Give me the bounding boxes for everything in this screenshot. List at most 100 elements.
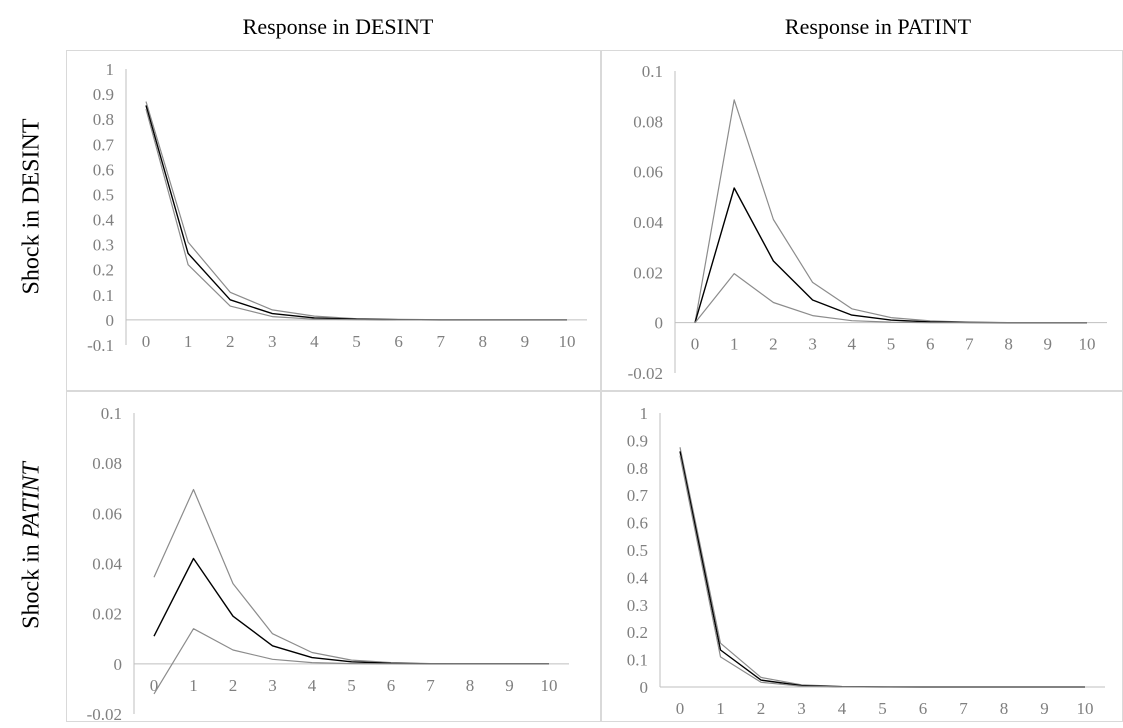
y-tick-label: 0.5 [93,185,114,204]
y-tick-label: 0.02 [633,263,663,282]
x-tick-label: 1 [184,332,193,351]
x-tick-label: 9 [1044,335,1053,354]
chart-patint-patint: 00.10.20.30.40.50.60.70.80.910 1 2 3 4 5 6 7 8 9 1… [627,404,1105,718]
series-line-lower [694,273,1087,324]
row-title-desint-prefix: Shock in [18,203,45,295]
y-tick-label: 0.9 [93,85,114,104]
x-tick-label: 9 [1040,699,1049,718]
x-tick-label: 3 [797,699,806,718]
x-tick-label: 10 [1077,699,1094,718]
y-tick-label: 0.08 [92,454,122,473]
series-line-lower [679,455,1085,688]
series-line-estimate [679,451,1085,688]
x-tick-label: 1 [189,676,198,695]
chart-patint-desint: -0.02 0 0.02 0.04 0.06 0.08 0.1 0 1 2 3 4 5 6 7 8 9 10 [87,404,569,724]
series-line-estimate [145,105,567,321]
y-tick-label: 0.06 [92,504,122,523]
x-tick-label: 6 [926,335,935,354]
series-line-lower [153,628,549,695]
y-tick-label: 0 [655,314,664,333]
row-title-patint: Shock in PATINT [19,386,46,706]
x-tick-label: 1 [716,699,725,718]
x-tick-label: 0 [691,335,700,354]
x-tick-label: 3 [268,332,277,351]
y-tick-label: 0.02 [92,605,122,624]
x-tick-label: 2 [226,332,235,351]
y-tick-label: 0.2 [93,261,114,280]
x-tick-label: 7 [426,676,435,695]
x-tick-label: 5 [887,335,896,354]
column-title-patint: Response in PATINT [784,14,972,39]
x-tick-label: 10 [541,676,558,695]
x-tick-label: 4 [848,335,857,354]
y-tick-label: 0.6 [627,514,648,533]
series-line-upper [145,101,567,321]
row-title-patint-var: PATINT [18,462,45,539]
y-tick-label: 0.06 [633,163,663,182]
y-tick-label: 0.8 [93,110,114,129]
y-tick-label: 0.9 [627,431,648,450]
x-tick-label: 4 [308,676,317,695]
x-tick-label: 5 [347,676,356,695]
x-tick-label: 10 [559,332,576,351]
series-line-lower [145,108,567,321]
y-tick-label: -0.02 [87,705,122,723]
x-tick-label: 1 [730,335,739,354]
y-tick-label: 0.5 [627,541,648,560]
x-tick-label: 4 [310,332,319,351]
x-tick-label: 2 [769,335,778,354]
y-tick-label: 0.04 [92,555,122,574]
y-tick-label: 0.7 [627,486,649,505]
y-tick-label: 1 [106,60,115,79]
y-tick-label: 0.4 [93,211,115,230]
x-tick-label: 6 [919,699,928,718]
panel-desint-patint: -0.02 0 0.02 0.04 0.06 0.08 0.1 0 1 2 3 4 5 6 7 8 9 10 [601,50,1123,391]
x-tick-label: 0 [676,699,685,718]
y-tick-label: 0 [640,678,649,697]
y-tick-label: 1 [640,404,649,423]
y-tick-label: 0.4 [627,568,649,587]
x-tick-label: 9 [521,332,530,351]
y-tick-label: 0.04 [633,213,663,232]
x-tick-label: 5 [352,332,361,351]
series-line-upper [694,99,1087,324]
x-tick-label: 7 [965,335,974,354]
x-tick-label: 4 [838,699,847,718]
panel-patint-desint: -0.02 0 0.02 0.04 0.06 0.08 0.1 0 1 2 3 4 5 6 7 8 9 10 [66,391,601,724]
y-tick-label: 0.3 [93,236,114,255]
y-tick-label: 0.6 [93,160,114,179]
y-tick-label: 0.1 [642,62,663,81]
panel-patint-patint: 0 0.1 0.2 0.3 0.4 0.5 0.6 0.7 0.8 0.9 1 0 1 2 3 4 5 6 7 8 9 1… [601,391,1123,722]
series-line-upper [679,447,1085,688]
x-tick-label: 5 [878,699,887,718]
series-line-upper [153,488,549,665]
y-tick-label: 0.1 [93,286,114,305]
y-tick-label: 0.3 [627,596,648,615]
y-tick-label: 0 [114,655,123,674]
x-tick-label: 2 [229,676,238,695]
x-tick-label: 3 [808,335,817,354]
column-title-desint: Response in DESINT [242,14,434,39]
x-tick-label: 8 [1004,335,1013,354]
row-title-patint-prefix: Shock in [18,538,45,629]
y-tick-label: 0.1 [627,651,648,670]
y-tick-label: 0.08 [633,112,663,131]
panel-desint-desint: -0.1 0 0.1 0.2 0.3 0.4 0.5 0.6 0.7 0.8 0.9 1 0 1 2 3 4 5 6… [66,50,601,391]
x-tick-label: 7 [436,332,445,351]
chart-desint-desint: -0.100.10.20.30.40.50.60.70.80.910 1 2 3 4 5 6… [87,60,587,355]
y-tick-label: 0.1 [101,404,122,423]
y-tick-label: 0.2 [627,623,648,642]
x-tick-label: 8 [479,332,488,351]
x-tick-label: 3 [268,676,277,695]
x-tick-label: 10 [1079,335,1096,354]
x-tick-label: 8 [1000,699,1009,718]
y-tick-label: 0 [106,311,115,330]
x-tick-label: 0 [150,676,159,695]
x-tick-label: 8 [466,676,475,695]
x-tick-label: 0 [142,332,151,351]
y-tick-label: -0.1 [87,336,114,355]
y-tick-label: -0.02 [628,364,663,383]
y-tick-label: 0.8 [627,459,648,478]
x-tick-label: 2 [757,699,766,718]
series-line-estimate [694,187,1087,324]
